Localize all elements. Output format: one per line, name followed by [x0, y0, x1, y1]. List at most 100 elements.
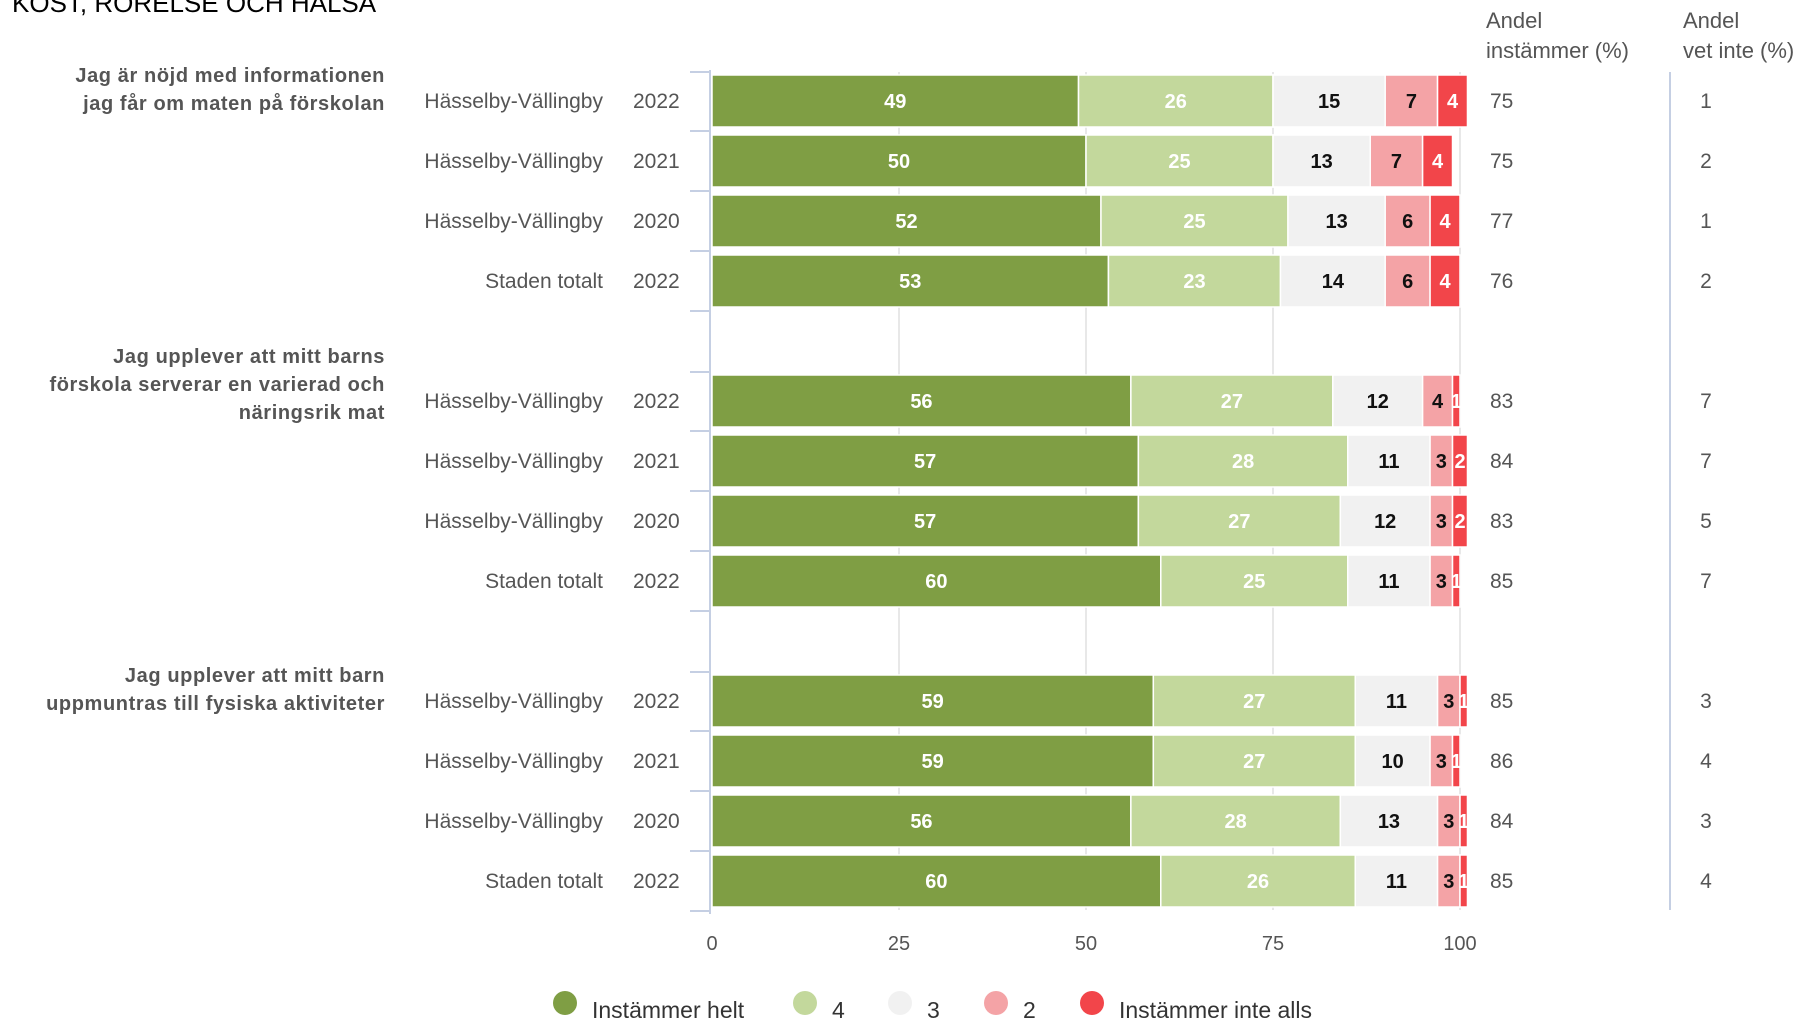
bar-data-label: 6: [1402, 271, 1413, 293]
dontknow-header-line2: vet inte (%): [1683, 38, 1795, 63]
bar-data-label: 1: [1458, 691, 1469, 713]
bar-data-label: 13: [1325, 211, 1347, 233]
row-unit-label: Hässelby-Vällingby: [424, 510, 603, 533]
bar-data-label: 4: [1432, 391, 1444, 413]
bar-segment: [1272, 134, 1371, 188]
bar-data-label: 26: [1247, 871, 1269, 893]
bar-segment: [1429, 254, 1461, 308]
agree-percent-value: 75: [1490, 90, 1513, 113]
row-unit-label: Hässelby-Vällingby: [424, 90, 603, 113]
dont-know-percent-value: 7: [1700, 570, 1712, 593]
question-label: jag får om maten på förskolan: [82, 92, 385, 115]
bar-segment: [1160, 554, 1349, 608]
bar-segment: [1436, 74, 1469, 128]
bar-segment: [1130, 794, 1342, 848]
row-unit-label: Staden totalt: [485, 870, 603, 893]
bar-segment: [1459, 674, 1469, 728]
bar-segment: [711, 794, 1132, 848]
bar-segment: [1384, 254, 1431, 308]
row-year-label: 2021: [633, 150, 680, 173]
bar-segment: [1459, 794, 1469, 848]
row-year-label: 2020: [633, 510, 680, 533]
bar-data-label: 11: [1386, 871, 1407, 893]
bar-data-label: 49: [884, 91, 906, 113]
x-tick-label: 0: [706, 933, 717, 955]
agree-percent-value: 85: [1490, 690, 1513, 713]
bar-segment: [1451, 554, 1461, 608]
bar-data-label: 3: [1436, 451, 1447, 473]
dont-know-percent-value: 1: [1700, 210, 1712, 233]
question-label: Jag är nöjd med informationen: [75, 65, 385, 87]
dont-know-percent-value: 3: [1700, 690, 1712, 713]
question-label: Jag upplever att mitt barn: [125, 665, 385, 687]
agree-percent-value: 76: [1490, 270, 1513, 293]
row-unit-label: Hässelby-Vällingby: [424, 150, 603, 173]
bar-segment: [711, 854, 1162, 908]
row-year-label: 2020: [633, 810, 680, 833]
question-label: uppmuntras till fysiska aktiviteter: [46, 693, 385, 715]
bar-data-label: 1: [1451, 751, 1462, 773]
bar-segment: [1451, 494, 1469, 548]
dont-know-percent-value: 3: [1700, 810, 1712, 833]
dontknow-header-line1: Andel: [1683, 8, 1740, 33]
bar-segment: [1332, 374, 1424, 428]
row-year-label: 2022: [633, 90, 680, 113]
bar-segment: [1451, 434, 1469, 488]
chart-title: KOST, RÖRELSE OCH HÄLSA: [12, 0, 377, 18]
row-unit-label: Hässelby-Vällingby: [424, 450, 603, 473]
bar-data-label: 7: [1391, 151, 1402, 173]
agree-percent-value: 86: [1490, 750, 1513, 773]
row-year-label: 2022: [633, 390, 680, 413]
bar-segment: [711, 194, 1102, 248]
bar-segment: [711, 374, 1132, 428]
bar-data-label: 26: [1165, 91, 1187, 113]
dont-know-percent-value: 2: [1700, 150, 1712, 173]
bar-segment: [1137, 434, 1349, 488]
bar-segment: [1451, 374, 1461, 428]
bar-segment: [1339, 794, 1439, 848]
bar-data-label: 4: [1432, 151, 1444, 173]
agree-header-line2: instämmer (%): [1486, 38, 1630, 63]
bar-data-label: 3: [1443, 871, 1454, 893]
bar-segment: [711, 554, 1162, 608]
bar-data-label: 50: [888, 151, 910, 173]
dont-know-percent-value: 7: [1700, 390, 1712, 413]
question-label: förskola serverar en varierad och: [49, 374, 385, 396]
dont-know-percent-value: 2: [1700, 270, 1712, 293]
agree-percent-value: 83: [1490, 510, 1513, 533]
bar-data-label: 25: [1183, 211, 1205, 233]
bar-data-label: 27: [1243, 691, 1265, 713]
bar-data-label: 7: [1406, 91, 1417, 113]
bar-data-label: 28: [1224, 811, 1246, 833]
bar-data-label: 10: [1382, 751, 1404, 773]
legend-marker: [1080, 991, 1104, 1015]
bar-data-label: 13: [1310, 151, 1332, 173]
row-unit-label: Hässelby-Vällingby: [424, 210, 603, 233]
row-year-label: 2021: [633, 450, 680, 473]
legend-marker: [793, 991, 817, 1015]
row-unit-label: Hässelby-Vällingby: [424, 750, 603, 773]
bar-data-label: 15: [1318, 91, 1340, 113]
bar-segment: [1369, 134, 1424, 188]
question-label: näringsrik mat: [239, 402, 385, 424]
row-year-label: 2021: [633, 750, 680, 773]
agree-percent-value: 85: [1490, 870, 1513, 893]
bar-segment: [1339, 494, 1431, 548]
bar-data-label: 4: [1439, 271, 1451, 293]
bar-data-label: 60: [925, 571, 947, 593]
row-unit-label: Hässelby-Vällingby: [424, 390, 603, 413]
bar-segment: [1459, 854, 1469, 908]
row-year-label: 2022: [633, 570, 680, 593]
row-unit-label: Staden totalt: [485, 270, 603, 293]
dont-know-percent-value: 7: [1700, 450, 1712, 473]
bar-data-label: 4: [1439, 211, 1451, 233]
bar-segment: [1152, 734, 1357, 788]
agree-percent-value: 84: [1490, 450, 1514, 473]
bar-segment: [1152, 674, 1357, 728]
agree-column-header: Andel instämmer (%): [1486, 6, 1629, 66]
dont-know-percent-value: 4: [1700, 870, 1712, 893]
legend-label: Instämmer helt: [592, 997, 745, 1020]
bar-data-label: 12: [1367, 391, 1389, 413]
bar-segment: [1160, 854, 1357, 908]
